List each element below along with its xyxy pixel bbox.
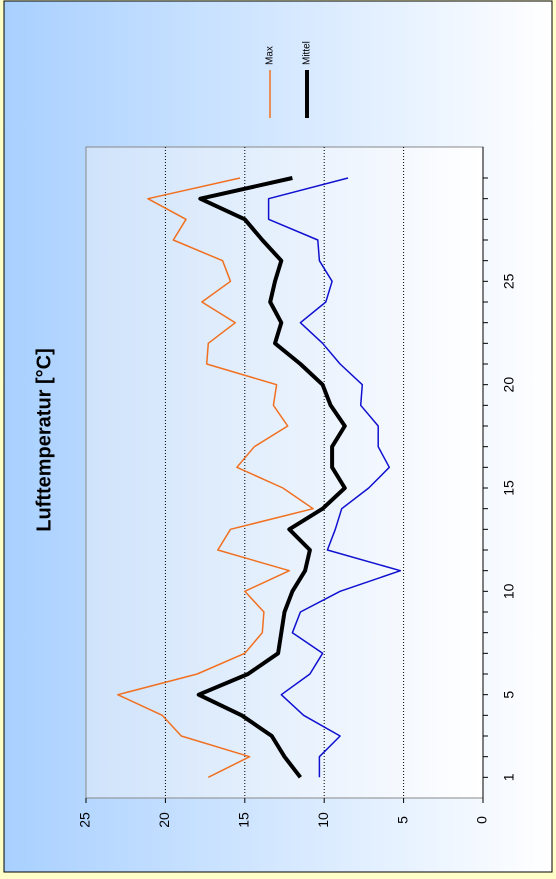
legend-label: Max [265,46,276,65]
x-tick-label: 20 [501,377,517,393]
x-tick-label: 10 [501,583,517,599]
x-tick-label: 5 [501,691,517,699]
legend-label: Mittel [302,41,313,65]
y-tick-label: 25 [77,812,93,828]
series-line [196,176,347,779]
y-tick-label: 0 [474,816,490,824]
plot-area [85,146,484,799]
y-tick-label: 5 [394,816,410,824]
series-line [117,177,314,778]
series-line [267,177,402,778]
y-tick-label: 10 [315,812,331,828]
x-tick-label: 25 [501,273,517,289]
x-tick-label: 1 [501,773,517,781]
x-tick-label: 15 [501,480,517,496]
y-tick-label: 15 [236,812,252,828]
y-tick-label: 20 [156,812,172,828]
chart-title: Lufttemperatur [°C] [33,348,55,532]
